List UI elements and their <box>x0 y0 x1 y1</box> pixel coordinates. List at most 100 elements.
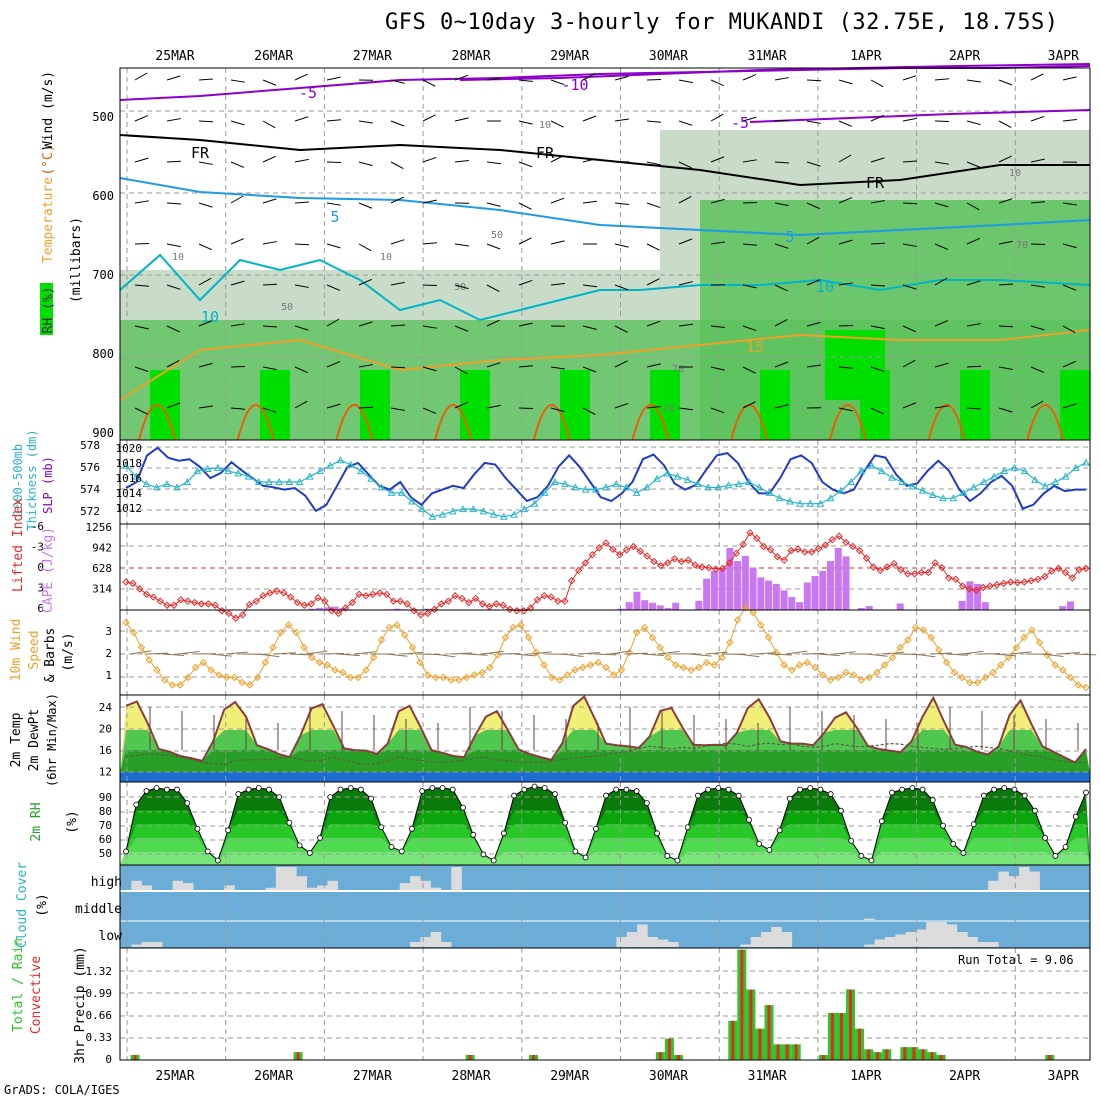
cape-bar <box>695 600 703 610</box>
wind-speed-point <box>942 658 951 667</box>
thickness-point <box>653 474 661 482</box>
wind-speed-point <box>733 616 742 624</box>
cape-bar <box>788 596 796 610</box>
date-label-top: 27MAR <box>353 49 392 64</box>
thickness-point <box>602 483 610 491</box>
lifted-index-point <box>478 600 487 608</box>
lifted-index-point <box>1006 578 1015 586</box>
lifted-index-point <box>718 564 727 573</box>
lifted-index-point <box>780 556 788 564</box>
wind-barb <box>422 114 436 122</box>
rh-point <box>245 786 252 793</box>
cloud-bar <box>410 942 421 947</box>
precip-convective-bar <box>849 989 853 1060</box>
wind-barb <box>422 407 437 414</box>
wind-barb <box>486 77 501 81</box>
lifted-index-point <box>952 575 960 584</box>
slp-axis-label: SLP (mb) <box>41 456 55 514</box>
wind-barb <box>614 402 629 409</box>
wind-speed-point <box>896 643 904 652</box>
thickness-point <box>346 460 355 468</box>
wind-speed-point <box>826 676 835 684</box>
cloud-bar <box>884 937 896 947</box>
thickness-point <box>775 494 784 502</box>
rh-point <box>306 850 313 856</box>
wind-barb <box>550 155 564 163</box>
lifted-index-point <box>245 600 254 609</box>
isotherm-label: FR <box>866 174 885 192</box>
wind-barb <box>582 115 597 122</box>
rh-point <box>194 825 201 832</box>
wind-speed-point <box>757 621 765 629</box>
wind-barb <box>710 241 725 245</box>
wind-speed-point <box>199 658 208 667</box>
wind-speed-point <box>780 661 788 669</box>
wind-speed-point <box>850 671 858 679</box>
thickness-point <box>275 477 284 485</box>
wind-barb <box>134 200 149 204</box>
thickness-point <box>683 475 692 483</box>
wind-speed-point <box>1051 661 1059 669</box>
cloud-level-label: middle <box>75 902 122 917</box>
cloud-bar <box>430 932 442 947</box>
wind-barb <box>454 401 468 409</box>
wind-barb <box>646 278 660 286</box>
wind-barb <box>742 366 756 374</box>
wind-barb <box>966 323 981 327</box>
wind-barb <box>358 364 373 368</box>
wind-barb <box>198 320 213 327</box>
wind-speed-point <box>904 636 912 644</box>
wind-barb <box>998 407 1013 413</box>
wind-barb <box>454 366 468 375</box>
wind-speed-point <box>834 673 842 682</box>
isotherm-line-minus5 <box>749 109 1091 123</box>
cape-bar <box>966 581 974 610</box>
cape-bar <box>827 561 835 610</box>
thickness-point <box>990 472 998 480</box>
lifted-index-point <box>862 554 871 562</box>
wind-barb <box>390 239 405 245</box>
lifted-index-point <box>917 568 926 577</box>
lifted-index-point <box>376 589 384 597</box>
thickness-point <box>510 510 518 518</box>
rh-point <box>153 785 160 791</box>
rh-band <box>120 852 1090 865</box>
rh-contour-label: 50 <box>281 302 293 313</box>
cape-bar <box>718 567 726 610</box>
date-label-top: 28MAR <box>452 49 491 64</box>
lifted-index-point <box>533 596 542 604</box>
date-label-bottom: 30MAR <box>649 1069 688 1084</box>
lifted-index-point <box>437 600 446 608</box>
wind-barb <box>774 161 790 164</box>
thickness-point <box>285 477 294 485</box>
wind-barb <box>326 202 341 206</box>
rh-point <box>603 792 609 799</box>
wind-barb <box>870 366 885 372</box>
thickness-point <box>122 461 130 469</box>
wind-barb <box>614 243 629 248</box>
precip-convective-bar <box>468 1055 472 1060</box>
isotherm-line-minus10 <box>459 63 1091 81</box>
wind-barb <box>550 79 565 86</box>
wind-barb <box>198 405 213 409</box>
cloud-bar <box>781 932 793 947</box>
wind-barb <box>518 202 532 210</box>
wind-barb <box>326 119 341 122</box>
wind-speed-point <box>277 628 285 637</box>
cape-bar <box>819 570 827 610</box>
wind-barb-10m <box>593 653 616 656</box>
cloud-bar <box>864 944 875 947</box>
cloud-bar <box>420 937 431 947</box>
lifted-index-point <box>341 604 350 612</box>
wind10-axis-label: (m/s) <box>61 632 76 671</box>
wind-speed-point <box>377 636 386 644</box>
rh-point <box>133 801 140 808</box>
wind-barb <box>422 366 437 372</box>
wind-barb <box>198 362 213 368</box>
rh-point <box>409 825 415 832</box>
thickness-point <box>959 488 968 496</box>
thickness-point <box>796 499 804 507</box>
wind-barb <box>198 78 214 81</box>
rh-point <box>929 797 936 804</box>
